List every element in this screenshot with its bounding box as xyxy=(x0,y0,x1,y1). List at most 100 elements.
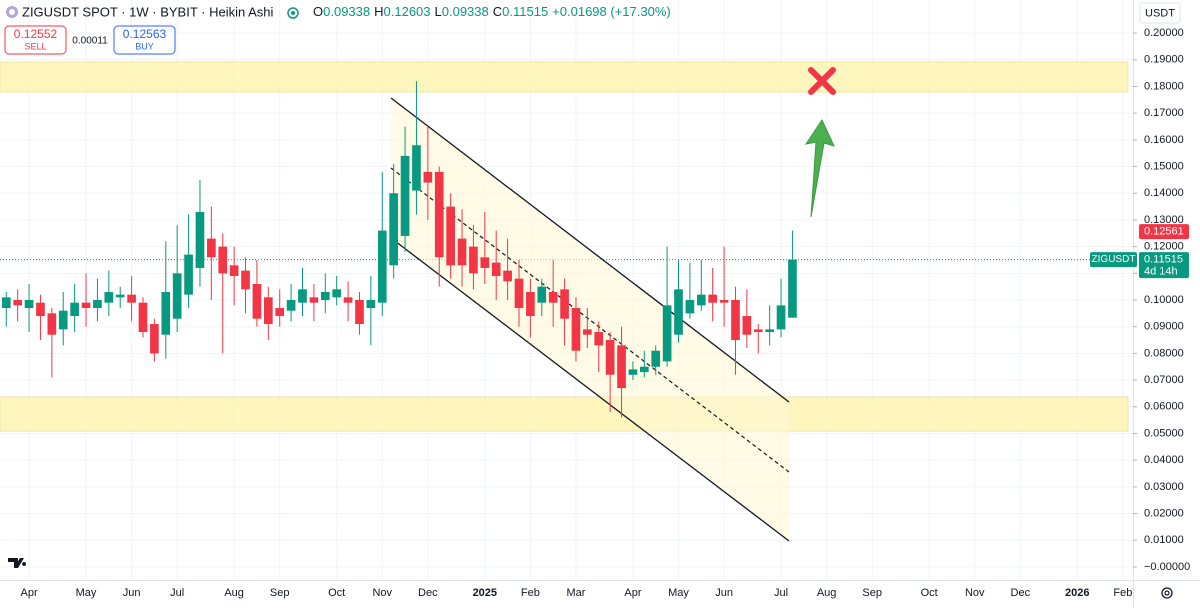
candle-body xyxy=(355,300,364,325)
x-tick-label: Nov xyxy=(372,587,392,599)
x-tick-label: 2025 xyxy=(473,587,497,599)
candle-body xyxy=(263,297,273,325)
x-tick-label: Oct xyxy=(328,587,345,599)
symbol-icon xyxy=(6,6,18,18)
chart-title: ZIGUSDT SPOT · 1W · BYBIT · Heikin Ashi xyxy=(22,4,273,19)
y-tick-label: 0.19000 xyxy=(1144,54,1184,66)
x-tick-label: May xyxy=(76,587,97,599)
settings-icon[interactable] xyxy=(1161,587,1173,599)
x-tick-label: Apr xyxy=(624,587,641,599)
candle-body xyxy=(343,297,353,303)
candle-body xyxy=(286,300,296,311)
currency-button[interactable] xyxy=(1139,2,1181,24)
buy-button[interactable] xyxy=(113,25,176,55)
ohlc-value: 0.09338 xyxy=(442,4,489,19)
buy-price[interactable]: 0.12563 xyxy=(123,27,167,41)
candles xyxy=(1,81,797,418)
x-tick-label: Dec xyxy=(1011,587,1031,599)
candle-body xyxy=(788,259,797,318)
x-tick-label: Dec xyxy=(418,587,438,599)
y-tick-label: 0.07000 xyxy=(1144,374,1184,386)
buy-label[interactable]: BUY xyxy=(135,41,154,51)
sell-label[interactable]: SELL xyxy=(24,41,46,51)
x-tick-label: May xyxy=(668,587,689,599)
symbol-badge xyxy=(1090,252,1137,268)
x-tick-label: Jun xyxy=(715,587,733,599)
candle-body xyxy=(332,289,342,298)
status-dot xyxy=(287,7,299,19)
y-tick-label: 0.09000 xyxy=(1144,321,1184,333)
y-tick-label: 0.14000 xyxy=(1144,187,1184,199)
candle-body xyxy=(400,155,410,236)
candle-body xyxy=(617,345,626,389)
x-tick-label: Aug xyxy=(817,587,837,599)
x-tick-label: Oct xyxy=(921,587,938,599)
ohlc-value: 0.12603 xyxy=(384,4,431,19)
x-tick-label: Aug xyxy=(224,587,244,599)
candle-body xyxy=(47,313,57,335)
candle-body xyxy=(1,297,11,309)
channel-lower xyxy=(390,237,790,542)
candle-body xyxy=(548,292,558,303)
candle-body xyxy=(366,300,376,309)
y-tick-label: 0.01000 xyxy=(1144,534,1184,546)
candle-body xyxy=(685,300,695,314)
candle-body xyxy=(480,257,490,268)
candle-body xyxy=(195,211,205,268)
x-tick-label: Jul xyxy=(170,587,184,599)
y-tick-label: 0.13000 xyxy=(1144,214,1184,226)
candle-body xyxy=(662,305,672,362)
candle-body xyxy=(651,350,661,367)
candle-body xyxy=(628,369,638,375)
candle-body xyxy=(93,300,102,309)
candle-body xyxy=(571,308,581,351)
y-tick-label: 0.08000 xyxy=(1144,347,1184,359)
candle-body xyxy=(36,302,45,317)
logo[interactable] xyxy=(8,558,27,568)
candle-body xyxy=(594,332,604,346)
ohlc-key: L xyxy=(435,4,442,19)
settings-icon[interactable] xyxy=(1164,590,1170,596)
candle-body xyxy=(275,308,285,317)
channel-upper xyxy=(390,97,790,403)
x-tick-label: Sep xyxy=(862,587,882,599)
currency[interactable]: USDT xyxy=(1145,7,1175,19)
x-tick-label: Apr xyxy=(20,587,37,599)
candle-body xyxy=(389,193,398,266)
candle-body xyxy=(115,294,125,298)
x-tick-label: Sep xyxy=(270,587,290,599)
candle-body xyxy=(708,294,718,303)
y-tick-label: 0.04000 xyxy=(1144,454,1184,466)
candle-body xyxy=(207,238,216,258)
y-tick-label: 0.10000 xyxy=(1144,294,1184,306)
candle-body xyxy=(298,289,307,303)
candle-body xyxy=(434,171,444,258)
candle-body xyxy=(184,254,193,295)
sell-price[interactable]: 0.12552 xyxy=(14,27,58,41)
status-dot xyxy=(291,11,295,15)
last-price-badge xyxy=(1139,252,1189,279)
y-tick-label: 0.05000 xyxy=(1144,427,1184,439)
time-axis xyxy=(0,581,1200,608)
target-x xyxy=(808,67,836,95)
up-arrow xyxy=(804,118,835,218)
y-tick-label: 0.02000 xyxy=(1144,507,1184,519)
candle-body xyxy=(24,300,34,309)
candle-body xyxy=(753,329,763,333)
candle-body xyxy=(138,302,148,333)
sell-button[interactable] xyxy=(4,25,67,55)
candle-body xyxy=(13,300,22,306)
channel-fill xyxy=(391,98,789,541)
candle-body xyxy=(172,273,182,319)
candle-body xyxy=(127,294,136,303)
candle-body xyxy=(731,300,740,341)
candle-body xyxy=(469,246,478,274)
candle-body xyxy=(229,265,239,276)
ask-price-label: 0.12561 xyxy=(1144,226,1184,238)
candle-body xyxy=(309,297,319,303)
candle-body xyxy=(457,238,467,266)
y-tick-label: 0.16000 xyxy=(1144,134,1184,146)
last-price-label: 0.11515 xyxy=(1144,253,1183,265)
candle-body xyxy=(218,246,228,274)
